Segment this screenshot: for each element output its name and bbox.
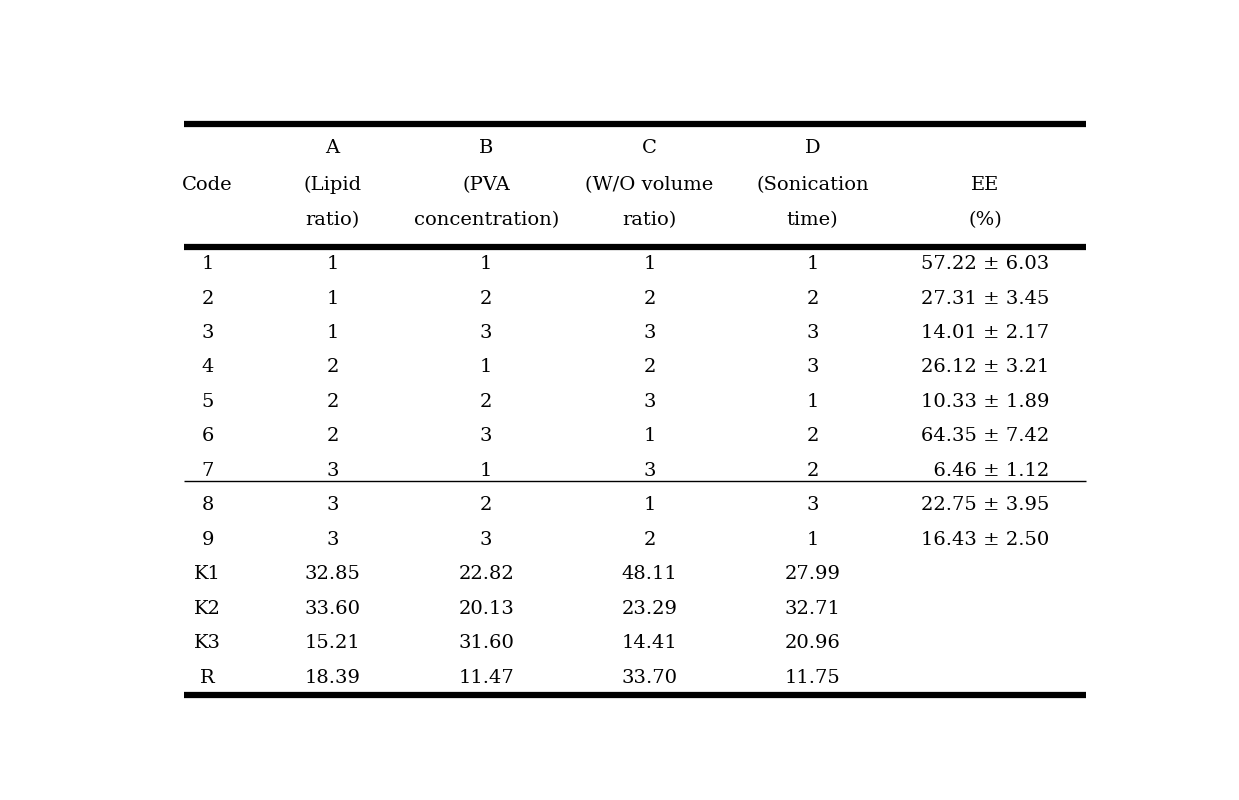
- Text: 22.75 ± 3.95: 22.75 ± 3.95: [922, 496, 1049, 514]
- Text: 3: 3: [807, 496, 819, 514]
- Text: (%): (%): [969, 211, 1002, 229]
- Text: 2: 2: [643, 290, 655, 307]
- Text: 14.41: 14.41: [622, 634, 678, 652]
- Text: 10.33 ± 1.89: 10.33 ± 1.89: [922, 393, 1049, 411]
- Text: 23.29: 23.29: [622, 600, 678, 618]
- Text: 3: 3: [479, 530, 492, 549]
- Text: 1: 1: [479, 462, 492, 480]
- Text: ratio): ratio): [305, 211, 359, 229]
- Text: 3: 3: [479, 324, 492, 342]
- Text: (W/O volume: (W/O volume: [585, 176, 714, 194]
- Text: 2: 2: [326, 427, 338, 446]
- Text: 20.13: 20.13: [458, 600, 514, 618]
- Text: 5: 5: [202, 393, 214, 411]
- Text: 20.96: 20.96: [784, 634, 840, 652]
- Text: 33.60: 33.60: [305, 600, 361, 618]
- Text: 1: 1: [807, 255, 819, 273]
- Text: C: C: [642, 139, 657, 158]
- Text: (Sonication: (Sonication: [756, 176, 869, 194]
- Text: 3: 3: [326, 496, 338, 514]
- Text: 1: 1: [202, 255, 214, 273]
- Text: ratio): ratio): [622, 211, 676, 229]
- Text: K3: K3: [195, 634, 222, 652]
- Text: 3: 3: [479, 427, 492, 446]
- Text: 32.85: 32.85: [305, 565, 361, 583]
- Text: 1: 1: [326, 290, 338, 307]
- Text: 1: 1: [326, 324, 338, 342]
- Text: K2: K2: [195, 600, 221, 618]
- Text: 3: 3: [326, 462, 338, 480]
- Text: 6: 6: [202, 427, 214, 446]
- Text: 18.39: 18.39: [305, 669, 361, 686]
- Text: 2: 2: [202, 290, 214, 307]
- Text: 15.21: 15.21: [305, 634, 361, 652]
- Text: 57.22 ± 6.03: 57.22 ± 6.03: [922, 255, 1049, 273]
- Text: D: D: [805, 139, 820, 158]
- Text: 14.01 ± 2.17: 14.01 ± 2.17: [922, 324, 1049, 342]
- Text: 2: 2: [326, 358, 338, 377]
- Text: 3: 3: [643, 324, 655, 342]
- Text: A: A: [326, 139, 339, 158]
- Text: 3: 3: [326, 530, 338, 549]
- Text: 4: 4: [202, 358, 214, 377]
- Text: 27.99: 27.99: [784, 565, 840, 583]
- Text: 9: 9: [202, 530, 214, 549]
- Text: B: B: [479, 139, 493, 158]
- Text: 2: 2: [643, 530, 655, 549]
- Text: 7: 7: [202, 462, 214, 480]
- Text: (Lipid: (Lipid: [304, 176, 362, 194]
- Text: 2: 2: [807, 462, 819, 480]
- Text: 3: 3: [807, 324, 819, 342]
- Text: 2: 2: [807, 290, 819, 307]
- Text: K1: K1: [195, 565, 221, 583]
- Text: 16.43 ± 2.50: 16.43 ± 2.50: [922, 530, 1049, 549]
- Text: time): time): [787, 211, 839, 229]
- Text: 48.11: 48.11: [622, 565, 678, 583]
- Text: 27.31 ± 3.45: 27.31 ± 3.45: [922, 290, 1049, 307]
- Text: (PVA: (PVA: [462, 176, 510, 194]
- Text: 1: 1: [643, 496, 655, 514]
- Text: 31.60: 31.60: [458, 634, 514, 652]
- Text: 11.47: 11.47: [458, 669, 514, 686]
- Text: 26.12 ± 3.21: 26.12 ± 3.21: [922, 358, 1049, 377]
- Text: 1: 1: [479, 358, 492, 377]
- Text: 6.46 ± 1.12: 6.46 ± 1.12: [922, 462, 1049, 480]
- Text: 3: 3: [643, 393, 655, 411]
- Text: 2: 2: [326, 393, 338, 411]
- Text: concentration): concentration): [414, 211, 559, 229]
- Text: 1: 1: [326, 255, 338, 273]
- Text: 2: 2: [479, 496, 492, 514]
- Text: 3: 3: [807, 358, 819, 377]
- Text: 2: 2: [643, 358, 655, 377]
- Text: 11.75: 11.75: [784, 669, 840, 686]
- Text: 1: 1: [807, 530, 819, 549]
- Text: 2: 2: [479, 393, 492, 411]
- Text: 64.35 ± 7.42: 64.35 ± 7.42: [922, 427, 1049, 446]
- Text: 2: 2: [807, 427, 819, 446]
- Text: 3: 3: [643, 462, 655, 480]
- Text: Code: Code: [182, 176, 233, 194]
- Text: 1: 1: [807, 393, 819, 411]
- Text: 1: 1: [643, 427, 655, 446]
- Text: 33.70: 33.70: [622, 669, 678, 686]
- Text: R: R: [201, 669, 216, 686]
- Text: 22.82: 22.82: [458, 565, 514, 583]
- Text: 32.71: 32.71: [784, 600, 840, 618]
- Text: 1: 1: [643, 255, 655, 273]
- Text: 3: 3: [202, 324, 214, 342]
- Text: EE: EE: [971, 176, 1000, 194]
- Text: 1: 1: [479, 255, 492, 273]
- Text: 2: 2: [479, 290, 492, 307]
- Text: 8: 8: [202, 496, 214, 514]
